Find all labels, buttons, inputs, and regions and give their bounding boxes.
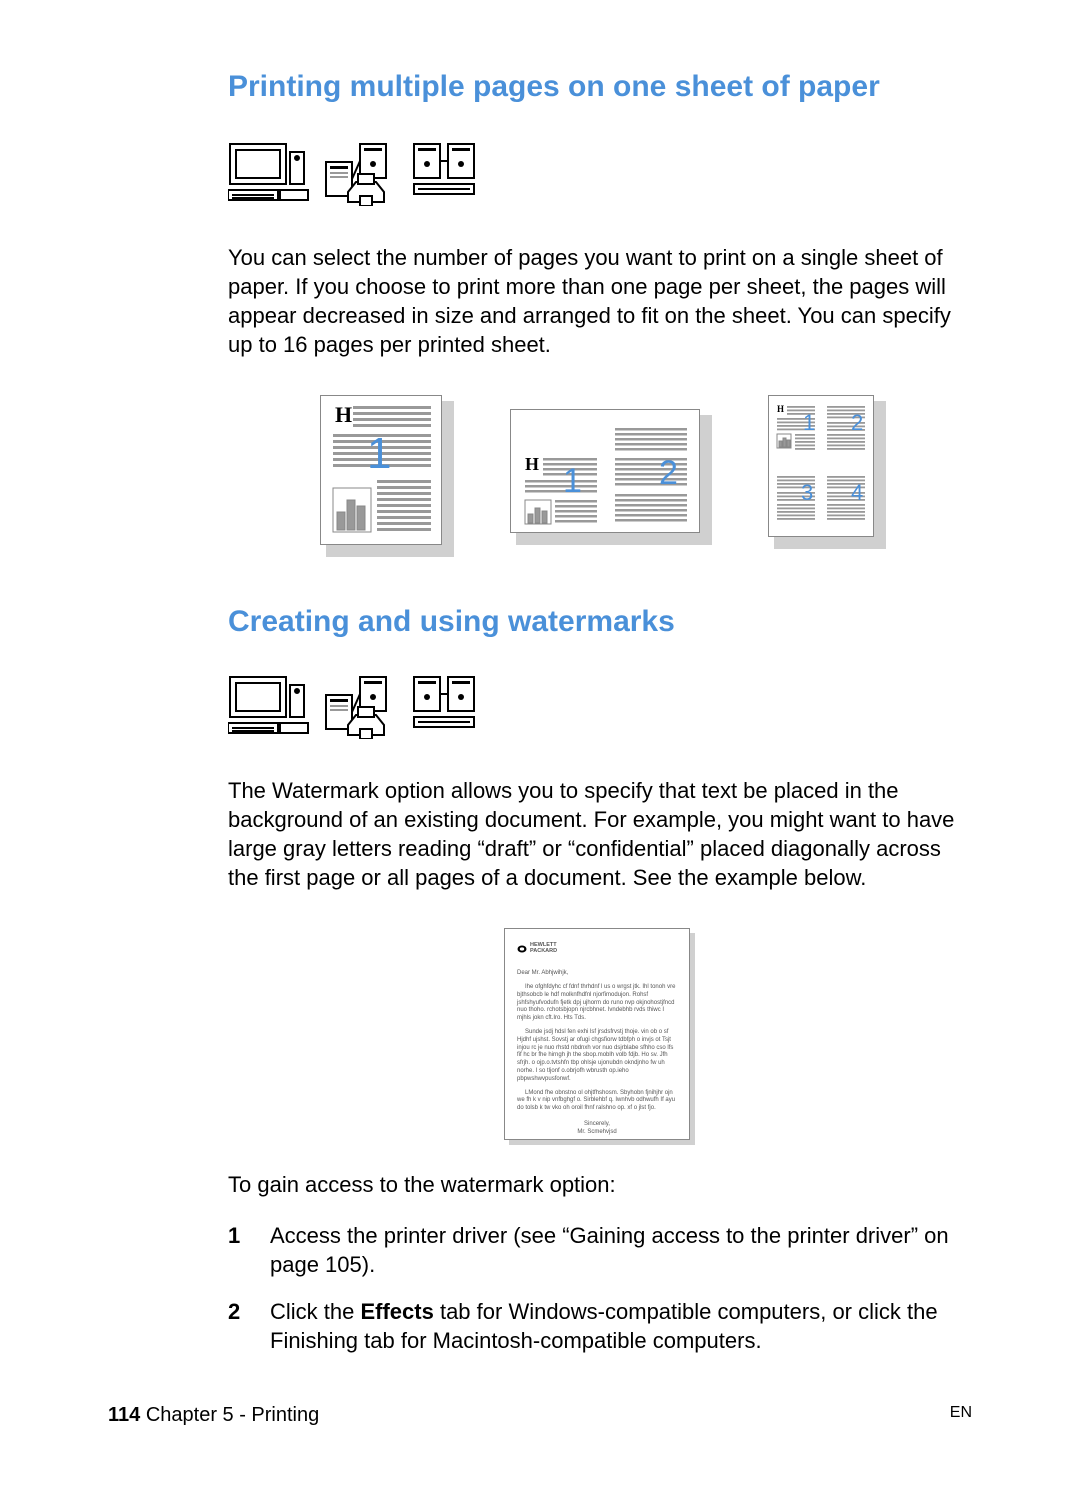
- intro-watermark-access: To gain access to the watermark option:: [228, 1170, 972, 1199]
- icon-row-2: [228, 675, 972, 744]
- heading-watermarks: Creating and using watermarks: [228, 605, 972, 639]
- letter-signature: Mr. Scmehvjsd: [517, 1129, 677, 1137]
- para-watermarks: The Watermark option allows you to speci…: [228, 776, 972, 892]
- letter-body2: Sunde jsdj hdsl fen exhi lsf jrsdsfrvstj…: [517, 1029, 677, 1084]
- svg-text:H: H: [335, 402, 352, 427]
- heading-multiple-pages: Printing multiple pages on one sheet of …: [228, 70, 972, 104]
- svg-text:4: 4: [851, 480, 863, 505]
- step-2: Click the Effects tab for Windows-compat…: [228, 1297, 972, 1355]
- icon-row-1: [228, 142, 972, 211]
- language-code: EN: [950, 1404, 972, 1427]
- examples-row: H 1 H 1: [228, 395, 972, 551]
- page-number: 114: [108, 1404, 140, 1426]
- svg-text:2: 2: [659, 454, 678, 492]
- example-1up: H 1: [320, 395, 448, 551]
- svg-text:3: 3: [801, 480, 813, 505]
- example-4up: H 1 2 3: [768, 395, 880, 543]
- steps-list: Access the printer driver (see “Gaining …: [228, 1221, 972, 1355]
- svg-text:1: 1: [803, 410, 815, 435]
- example-1up-number: 1: [367, 429, 391, 478]
- letter-closing: Sincerely,: [517, 1121, 677, 1129]
- svg-text:H: H: [525, 454, 539, 474]
- svg-text:1: 1: [563, 462, 582, 500]
- letter-example: HEWLETTPACKARD Dear Mr. Abhjwihjk, Ihe o…: [504, 928, 696, 1140]
- letter-greeting: Dear Mr. Abhjwihjk,: [517, 970, 677, 978]
- example-2up: H 1 2: [510, 409, 706, 539]
- page-footer: 114 Chapter 5 - Printing EN: [108, 1404, 972, 1427]
- letter-body3: LMond fhe obnstno ol ohjtfhshosm. Sbyhob…: [517, 1090, 677, 1113]
- svg-text:H: H: [777, 404, 784, 414]
- chapter-label: Chapter 5 - Printing: [146, 1404, 319, 1426]
- step-1: Access the printer driver (see “Gaining …: [228, 1221, 972, 1279]
- para-multiple-pages: You can select the number of pages you w…: [228, 243, 972, 359]
- letter-body1: Ihe ofghfdyhc cf fdnf thrhdnf l us o wrg…: [517, 984, 677, 1023]
- svg-text:2: 2: [851, 410, 863, 435]
